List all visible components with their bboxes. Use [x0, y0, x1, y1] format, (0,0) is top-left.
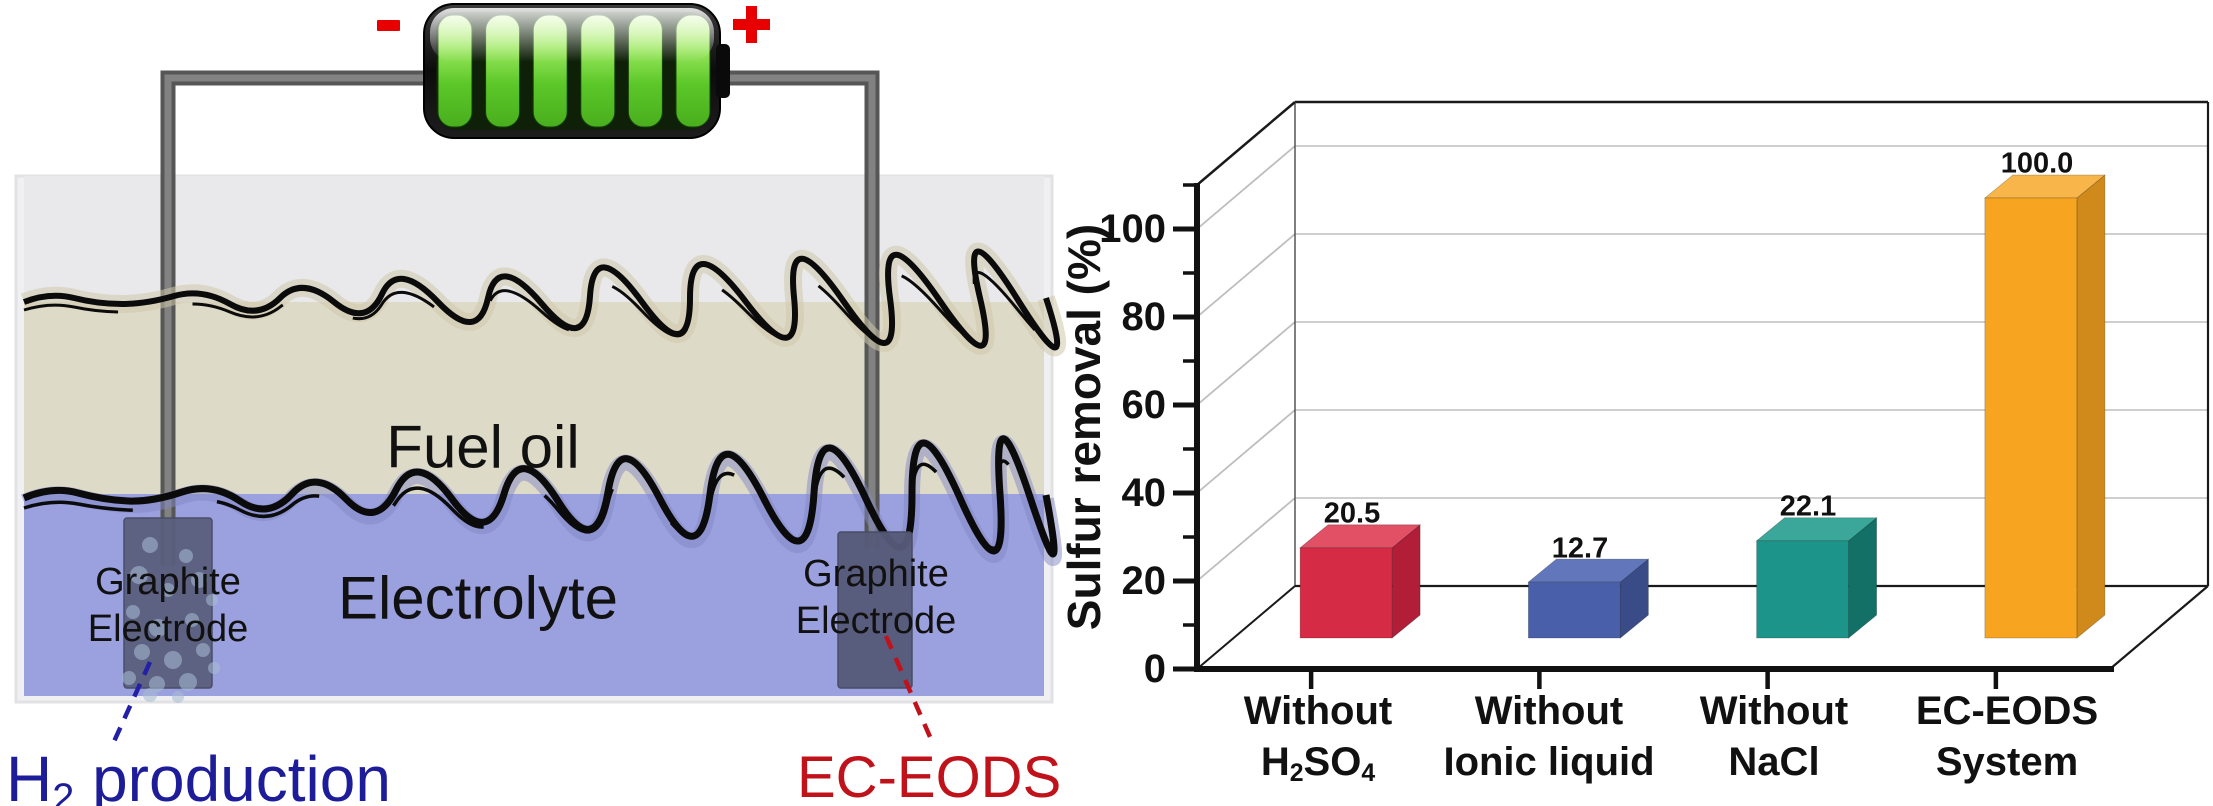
battery-gloss: [430, 8, 714, 62]
fuel-oil-label: Fuel oil: [386, 413, 580, 481]
plus-terminal-icon-vertical: [746, 6, 757, 43]
leftwall-gridline: [1196, 409, 1296, 494]
left-wire-core: [164, 74, 424, 566]
category-2-line1: Without: [1699, 689, 1849, 733]
right-wire-core: [720, 74, 876, 548]
y-tick-label-100: 100: [1099, 207, 1166, 251]
y-tick-label-0: 0: [1143, 647, 1166, 691]
h2-bubbles: [122, 537, 220, 703]
right-electrode-label-line1: Graphite: [803, 553, 949, 595]
category-1-line1: Without: [1474, 689, 1624, 733]
h2-production-label: H2 production: [6, 742, 391, 806]
left-electrode-label-line2: Electrode: [87, 608, 249, 650]
wires: [160, 70, 880, 566]
category-label-without-nacl: Without NaCl: [1604, 686, 1944, 788]
h2-label-sub: 2: [52, 775, 75, 806]
battery-icon: [423, 3, 730, 139]
left-electrode-label-line1: Graphite: [95, 561, 241, 603]
floor-left-depth-edge: [1196, 585, 1296, 670]
category-label-ec-eods-system: EC-EODS System: [1837, 686, 2177, 788]
bar-chart-3d: [1173, 100, 2210, 689]
top-left-depth-edge: [1196, 101, 1296, 186]
category-2-line2: NaCl: [1728, 740, 1820, 784]
bar-front-1: [1527, 581, 1621, 639]
right-graphite-electrode: [837, 531, 913, 689]
value-label-0: 20.5: [1323, 497, 1381, 530]
h2-pointer-line: [109, 661, 153, 747]
electrolyte-label: Electrolyte: [337, 564, 619, 632]
leftwall-gridline: [1196, 145, 1296, 230]
category-0-line1: Without: [1243, 689, 1393, 733]
value-label-2: 22.1: [1779, 490, 1837, 523]
category-label-without-ionic-liquid: Without Ionic liquid: [1379, 686, 1719, 788]
leftwall-gridline: [1196, 233, 1296, 318]
category-0-line2: H2SO4: [1260, 740, 1376, 788]
right-electrode-label-line2: Electrode: [795, 600, 957, 642]
y-tick-label-20: 20: [1121, 559, 1167, 603]
electrolyte-surface-wave: [20, 434, 1063, 566]
ec-eods-pointer-line: [883, 635, 937, 747]
leftwall-gridline: [1196, 497, 1296, 582]
floor-right-depth-edge: [2109, 585, 2209, 670]
category-3-line2: System: [1935, 740, 2079, 784]
right-electrode-label: Graphite Electrode: [796, 551, 957, 645]
oil-surface-wave: [20, 242, 1067, 357]
cell-diagram: [14, 3, 1067, 747]
bar-front-3: [1984, 197, 2078, 639]
category-3-line1: EC-EODS: [1915, 689, 2099, 733]
bar-front-2: [1756, 540, 1850, 639]
leftwall-gridline: [1196, 321, 1296, 406]
battery-terminal-nub: [716, 44, 730, 98]
y-tick-label-40: 40: [1121, 471, 1167, 515]
left-electrode-label: Graphite Electrode: [88, 559, 249, 653]
h2-label-rest: production: [74, 743, 391, 806]
bar-front-0: [1299, 547, 1393, 639]
ec-eods-label: EC-EODS: [797, 745, 1062, 806]
category-1-line2: Ionic liquid: [1443, 740, 1655, 784]
category-label-without-h2so4: Without H2SO4: [1148, 686, 1488, 799]
y-tick-label-80: 80: [1121, 295, 1167, 339]
value-label-1: 12.7: [1551, 532, 1609, 565]
value-label-3: 100.0: [2000, 147, 2074, 180]
h2-label-main: H: [6, 743, 53, 806]
bar-side-3: [2076, 174, 2106, 639]
y-tick-label-60: 60: [1121, 383, 1167, 427]
minus-terminal-icon: [377, 20, 400, 31]
